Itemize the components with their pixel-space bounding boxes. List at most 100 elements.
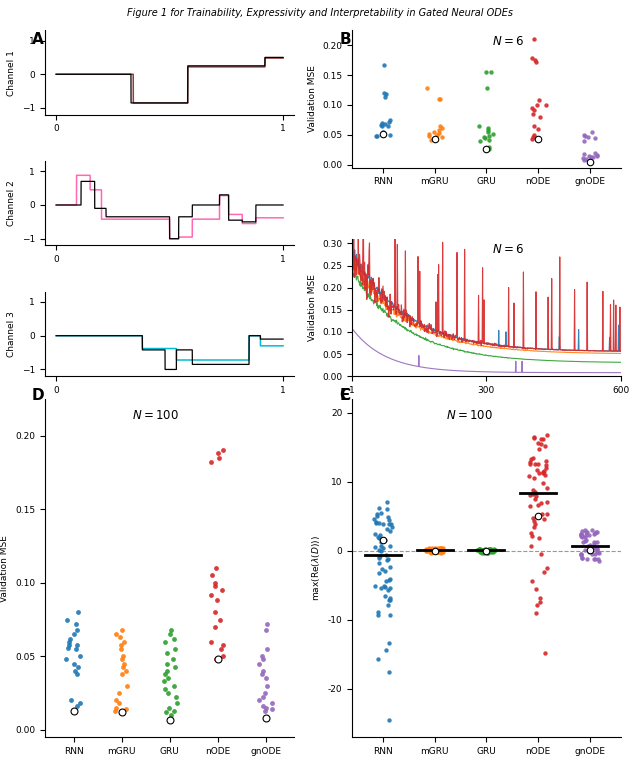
Point [268, 698, 278, 710]
Point [478, 544, 488, 556]
Point [527, 484, 538, 496]
Point [483, 125, 493, 138]
Point [479, 546, 489, 559]
Point [582, 553, 592, 565]
Point [381, 549, 391, 562]
Point [428, 546, 438, 558]
Point [383, 120, 393, 132]
Point [584, 546, 594, 558]
Point [527, 52, 538, 65]
Point [161, 657, 172, 670]
Point [541, 508, 552, 521]
Point [530, 458, 540, 470]
Point [380, 534, 390, 546]
Point [539, 465, 549, 477]
Point [218, 638, 228, 651]
Point [531, 607, 541, 619]
Point [528, 131, 538, 144]
Point [372, 606, 383, 618]
Point [532, 599, 542, 611]
Point [385, 540, 395, 552]
Point [385, 128, 395, 141]
Point [72, 700, 82, 712]
Point [210, 580, 220, 592]
Point [168, 653, 179, 665]
Point [379, 581, 389, 593]
Point [369, 540, 380, 553]
Point [169, 679, 179, 692]
Point [374, 567, 385, 579]
Point [216, 584, 227, 597]
Point [383, 600, 393, 612]
Point [532, 99, 542, 111]
Text: E: E [339, 388, 349, 403]
Point [475, 545, 485, 557]
Y-axis label: Validation MSE: Validation MSE [308, 274, 317, 341]
Point [369, 528, 380, 540]
Point [542, 483, 552, 495]
Point [159, 668, 170, 680]
Point [591, 541, 602, 553]
Point [119, 635, 129, 648]
Point [374, 517, 385, 529]
Point [68, 657, 79, 670]
Point [481, 143, 492, 155]
Point [590, 548, 600, 560]
Point [371, 517, 381, 529]
Point [485, 543, 495, 556]
Point [528, 512, 538, 524]
Point [384, 637, 394, 649]
Point [585, 156, 595, 168]
Point [163, 648, 173, 660]
Point [381, 644, 391, 656]
Point [435, 545, 445, 557]
Point [589, 553, 599, 565]
Point [538, 465, 548, 477]
Point [268, 703, 278, 715]
Point [577, 530, 587, 543]
Point [436, 543, 447, 556]
Point [379, 87, 389, 99]
Point [594, 547, 604, 559]
Point [166, 709, 176, 721]
Point [424, 130, 435, 142]
Point [378, 128, 388, 140]
Point [529, 128, 540, 141]
Point [526, 453, 536, 465]
Point [529, 518, 540, 530]
Point [577, 530, 588, 542]
Point [587, 524, 597, 537]
Point [433, 546, 443, 559]
Point [529, 488, 539, 500]
Point [433, 546, 444, 559]
Point [484, 134, 495, 146]
Point [377, 563, 387, 575]
Point [534, 443, 544, 455]
Point [64, 638, 74, 651]
Point [164, 701, 174, 714]
Point [435, 542, 445, 554]
Point [485, 543, 495, 556]
Point [426, 134, 436, 146]
Point [70, 618, 81, 630]
Point [376, 540, 387, 553]
Point [540, 440, 550, 452]
Point [384, 514, 394, 526]
Point [538, 477, 548, 489]
Point [374, 544, 384, 556]
Point [579, 154, 589, 166]
Point [422, 544, 432, 556]
Point [592, 543, 602, 556]
Point [65, 632, 75, 644]
Point [538, 467, 548, 480]
Point [165, 629, 175, 641]
Point [118, 657, 129, 670]
Point [378, 125, 388, 138]
Point [210, 577, 220, 589]
Point [530, 54, 540, 66]
Point [210, 606, 220, 619]
Point [541, 496, 552, 508]
Point [387, 521, 397, 533]
Point [376, 507, 387, 519]
Point [592, 536, 602, 548]
